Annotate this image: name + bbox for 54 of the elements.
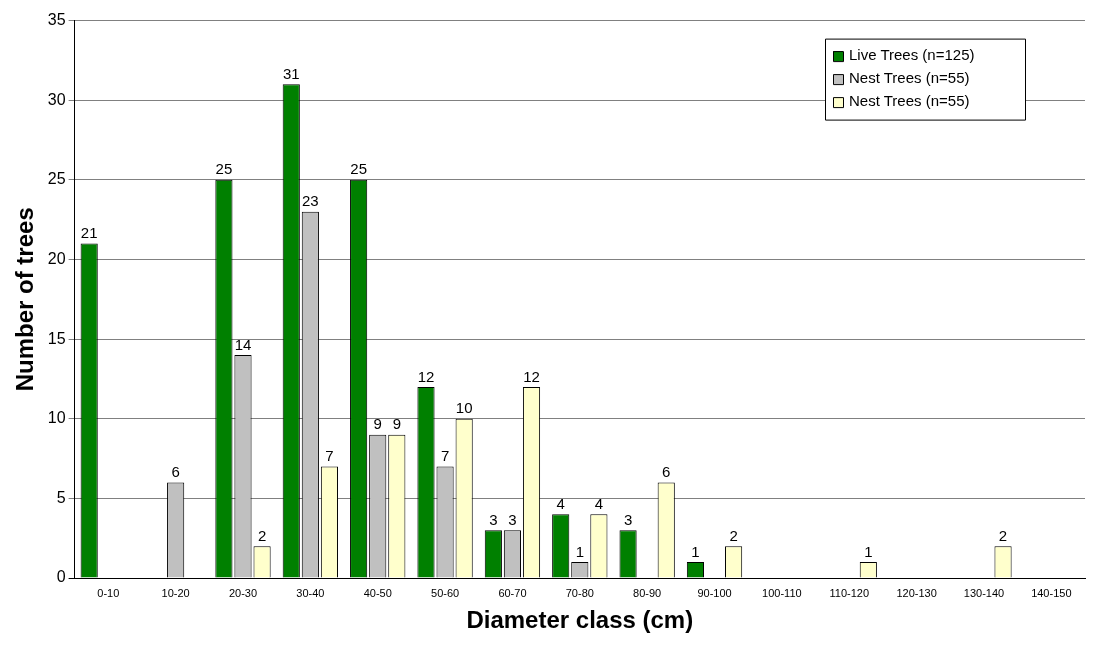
x-tick-label: 70-80 <box>565 586 594 599</box>
y-tick-label: 15 <box>47 329 66 347</box>
data-label: 21 <box>80 224 98 242</box>
data-label: 12 <box>523 367 540 385</box>
x-tick-label: 60-70 <box>498 586 527 599</box>
data-label: 6 <box>171 463 180 481</box>
x-tick-label: 20-30 <box>228 586 258 599</box>
x-tick-label: 90-100 <box>697 586 732 599</box>
data-label: 7 <box>440 447 450 465</box>
data-label: 7 <box>325 447 334 465</box>
data-label: 9 <box>392 415 401 433</box>
x-tick-label: 30-40 <box>296 586 325 599</box>
data-label: 25 <box>215 160 233 178</box>
data-label: 2 <box>998 526 1008 544</box>
data-label: 3 <box>489 510 498 528</box>
x-tick-label: 80-90 <box>633 586 662 599</box>
data-label: 4 <box>556 494 565 512</box>
data-label: 14 <box>234 335 252 353</box>
data-label: 31 <box>282 64 300 82</box>
data-label: 3 <box>508 510 517 528</box>
data-label: 4 <box>594 494 604 512</box>
x-tick-label: 40-50 <box>363 586 392 599</box>
data-label: 9 <box>373 415 382 433</box>
x-tick-label: 0-10 <box>97 586 120 599</box>
data-label: 6 <box>662 463 671 481</box>
legend-label: Nest Trees (n=55) <box>849 69 970 87</box>
data-label: 1 <box>864 542 873 560</box>
legend-label: Nest Trees (n=55) <box>849 92 970 110</box>
x-axis-title: Diameter class (cm) <box>466 606 694 634</box>
y-tick-label: 20 <box>47 249 66 267</box>
x-tick-label: 50-60 <box>431 586 460 599</box>
x-tick-label: 110-120 <box>829 586 870 599</box>
data-label: 1 <box>691 542 700 560</box>
y-axis-title: Number of trees <box>11 207 39 392</box>
y-tick-label: 35 <box>47 11 66 29</box>
y-tick-label: 25 <box>47 170 66 188</box>
x-tick-label: 100-110 <box>762 586 802 599</box>
y-tick-label: 10 <box>47 409 66 427</box>
data-label: 2 <box>729 526 738 544</box>
data-label: 12 <box>417 367 435 385</box>
data-label: 23 <box>302 192 319 210</box>
data-label: 3 <box>623 510 633 528</box>
y-tick-label: 0 <box>56 568 66 586</box>
data-label: 1 <box>575 542 584 560</box>
x-tick-label: 10-20 <box>161 586 190 599</box>
x-tick-label: 130-140 <box>963 586 1005 599</box>
x-tick-label: 140-150 <box>1031 586 1072 599</box>
y-tick-label: 30 <box>47 90 66 108</box>
data-label: 25 <box>350 160 367 178</box>
y-tick-label: 5 <box>56 488 66 506</box>
legend-label: Live Trees (n=125) <box>849 46 975 64</box>
x-tick-label: 120-130 <box>896 586 937 599</box>
data-label: 2 <box>257 526 267 544</box>
data-label: 10 <box>455 399 473 417</box>
